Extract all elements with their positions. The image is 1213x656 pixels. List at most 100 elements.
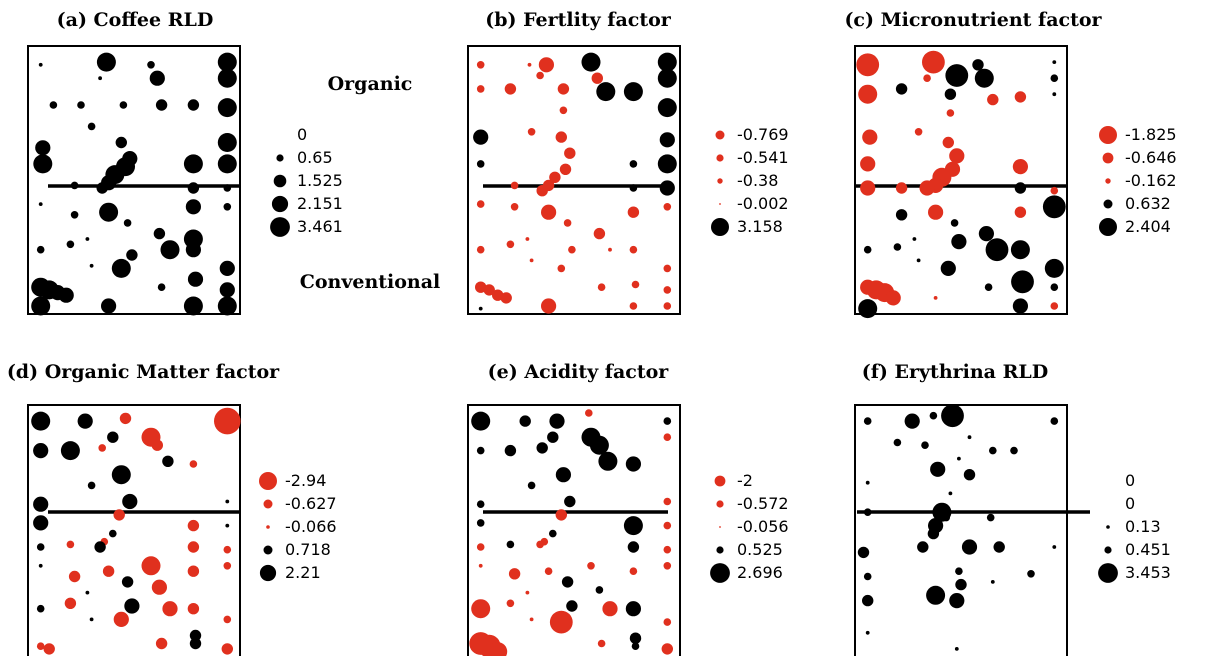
legend-label: 0 (297, 125, 307, 144)
data-point (185, 199, 201, 215)
data-point (858, 84, 878, 104)
data-point (126, 249, 138, 261)
plot-frame (467, 404, 681, 656)
data-point (119, 101, 128, 109)
data-point (904, 413, 920, 429)
data-point (107, 431, 119, 443)
data-point (471, 411, 491, 431)
data-point (476, 519, 485, 527)
data-point (893, 243, 902, 251)
data-point (471, 599, 491, 619)
legend-label: 0.13 (1125, 517, 1161, 536)
data-point (627, 206, 640, 218)
data-point (929, 411, 938, 420)
data-point (87, 122, 96, 131)
legend-label: 0.632 (1125, 194, 1171, 213)
data-point (527, 481, 536, 490)
data-point (595, 586, 604, 594)
data-point (225, 499, 230, 504)
data-point (38, 202, 43, 207)
data-point (536, 185, 548, 197)
data-point (510, 203, 519, 211)
data-point (597, 283, 606, 292)
data-point (476, 61, 485, 69)
data-point (865, 630, 870, 635)
data-point (124, 598, 140, 614)
data-point (1014, 91, 1027, 103)
data-point (58, 287, 74, 303)
data-point (591, 72, 603, 84)
data-point (49, 101, 58, 109)
data-point (954, 647, 959, 651)
data-point (984, 283, 993, 292)
data-point (857, 546, 870, 559)
data-point (860, 156, 876, 172)
data-point (563, 219, 572, 227)
data-point (536, 540, 544, 549)
data-point (559, 106, 568, 115)
data-point (587, 562, 595, 570)
data-point (519, 415, 531, 427)
panel-1: (a) Coffee RLD 0 0.65 1.525 2.151 3.461 (27, 9, 343, 316)
legend-marker (259, 472, 277, 490)
legend-label: -0.162 (1125, 171, 1177, 190)
data-point (187, 519, 200, 532)
data-point (927, 527, 940, 540)
legend-marker (270, 217, 290, 237)
plot-frame (854, 45, 1068, 315)
data-point (928, 204, 944, 220)
data-point (77, 101, 85, 109)
data-point (476, 160, 485, 168)
data-point (663, 545, 672, 554)
data-point (629, 302, 638, 310)
legend-label: -1.825 (1125, 125, 1177, 144)
data-point (1011, 270, 1034, 294)
data-point (921, 441, 929, 450)
data-point (608, 247, 612, 252)
data-point (36, 604, 45, 613)
data-point (31, 296, 51, 316)
data-point (153, 227, 166, 240)
legend-label: -2.94 (285, 471, 326, 490)
data-point (33, 496, 49, 512)
data-point (561, 576, 574, 588)
data-point (187, 565, 200, 577)
data-point (185, 242, 201, 258)
data-point (593, 227, 606, 240)
legend-label: 0.718 (285, 540, 331, 559)
legend-marker (714, 475, 726, 487)
data-point (66, 240, 75, 249)
data-point (87, 481, 96, 490)
data-point (922, 50, 945, 74)
data-point (564, 495, 576, 508)
data-point (476, 543, 485, 551)
plot-frame (467, 45, 681, 315)
data-point (219, 282, 235, 298)
data-point (967, 435, 972, 440)
data-point (1012, 159, 1028, 175)
data-point (529, 617, 534, 622)
data-point (912, 237, 917, 241)
legend-marker (1105, 178, 1111, 184)
data-point (993, 541, 1005, 553)
data-point (85, 590, 90, 595)
data-point (1052, 545, 1057, 549)
data-point (70, 211, 79, 219)
legend-marker (1098, 563, 1118, 583)
legend-label: 0.525 (737, 540, 783, 559)
data-point (189, 637, 202, 650)
panel-2: (b) Fertlity factor -0.769 -0.541 -0.38 -0.0… (467, 9, 789, 315)
data-point (36, 245, 45, 254)
data-point (1010, 446, 1018, 455)
data-point (663, 203, 672, 211)
data-point (663, 302, 672, 310)
legend-label: -0.646 (1125, 148, 1177, 167)
data-point (60, 441, 80, 461)
data-point (541, 204, 557, 220)
data-point (944, 88, 957, 100)
legend-marker (717, 178, 723, 184)
data-point (109, 529, 117, 538)
legend-label: -0.769 (737, 125, 789, 144)
data-point (527, 128, 536, 136)
data-point (478, 563, 483, 568)
